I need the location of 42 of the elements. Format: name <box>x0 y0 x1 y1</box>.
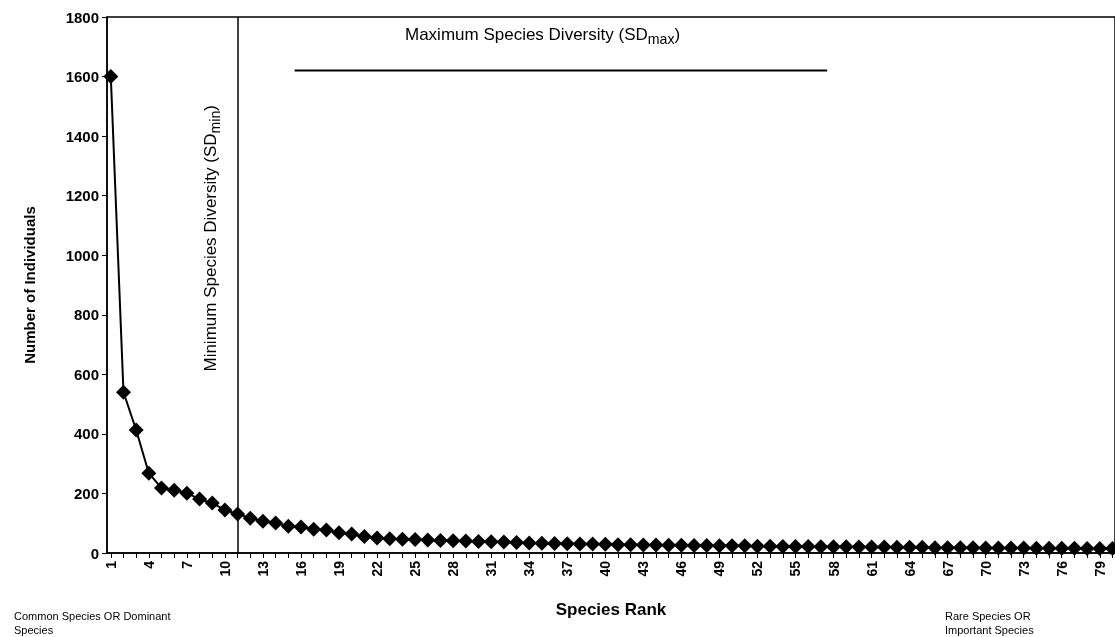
x-tick-label: 37 <box>559 560 576 577</box>
x-tick-label: 13 <box>254 560 271 577</box>
x-tick-label: 16 <box>292 560 309 577</box>
x-tick-label: 58 <box>825 560 842 577</box>
text: Common Species OR Dominant Species <box>14 610 174 636</box>
y-tick-label: 600 <box>73 365 99 383</box>
x-tick-label: 4 <box>140 560 157 569</box>
y-tick-label: 1800 <box>65 8 99 26</box>
x-axis-title: Species Rank <box>555 600 667 619</box>
y-tick-label: 0 <box>90 544 99 562</box>
x-tick-label: 70 <box>977 560 994 577</box>
x-tick-label: 7 <box>178 560 195 569</box>
y-tick-label: 200 <box>73 484 99 502</box>
x-tick-label: 55 <box>787 560 804 577</box>
y-tick-label: 400 <box>73 425 99 443</box>
text: Rare Species OR Important Species <box>945 610 1035 636</box>
x-tick-label: 79 <box>1091 560 1108 577</box>
x-tick-label: 25 <box>407 560 424 577</box>
y-tick-label: 1000 <box>65 246 99 264</box>
x-tick-label: 43 <box>635 560 652 577</box>
x-tick-label: 34 <box>521 560 538 577</box>
x-tick-label: 49 <box>711 560 728 577</box>
x-tick-label: 52 <box>749 560 766 577</box>
y-tick-label: 1200 <box>65 187 99 205</box>
x-tick-label: 40 <box>597 560 614 577</box>
y-tick-label: 1400 <box>65 127 99 145</box>
y-axis-title: Number of Individuals <box>21 206 38 364</box>
x-tick-label: 10 <box>216 560 233 577</box>
x-tick-label: 46 <box>673 560 690 577</box>
x-tick-label: 31 <box>483 560 500 577</box>
x-tick-label: 73 <box>1015 560 1032 577</box>
x-tick-label: 22 <box>369 560 386 577</box>
x-tick-label: 64 <box>901 560 918 577</box>
annotation: Maximum Species Diversity (SD$_{max}$) <box>405 24 681 50</box>
x-tick-label: 61 <box>863 560 880 577</box>
y-tick-label: 1600 <box>65 68 99 86</box>
x-tick-label: 28 <box>445 560 462 577</box>
x-tick-label: 1 <box>102 560 119 569</box>
x-tick-label: 76 <box>1053 560 1070 577</box>
y-tick-label: 800 <box>73 306 99 324</box>
x-tick-label: 67 <box>939 560 956 577</box>
x-tick-label: 19 <box>331 560 348 577</box>
